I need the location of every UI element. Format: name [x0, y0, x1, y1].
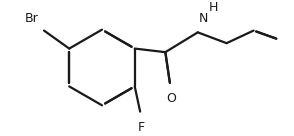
Text: F: F [138, 121, 145, 134]
Text: H: H [208, 1, 218, 14]
Text: Br: Br [24, 12, 38, 25]
Text: N: N [198, 12, 208, 25]
Text: O: O [166, 92, 176, 105]
